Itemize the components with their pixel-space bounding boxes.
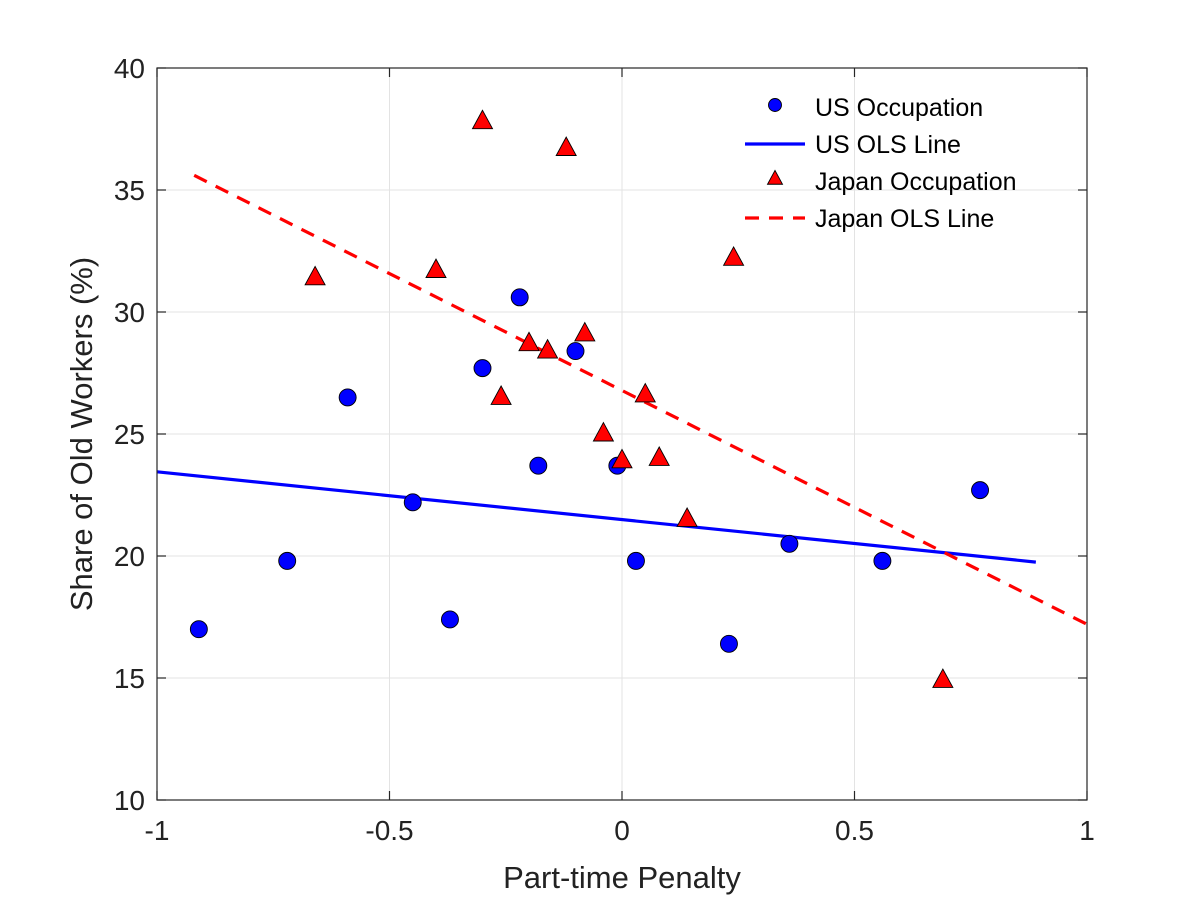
ols-lines [156,173,1088,626]
japan-point [304,265,326,286]
japan-point [574,321,596,342]
y-tick-label: 40 [114,53,145,84]
legend-label: US Occupation [815,94,983,122]
x-tick-label: -0.5 [365,815,413,846]
us-point [873,551,892,570]
us-point [529,456,548,475]
axis-ticks: -1 -0.5 0 0.5 1 10 15 20 25 30 35 40 [114,53,1095,846]
y-tick-label: 10 [114,785,145,816]
us-point [720,634,738,653]
japan-point [592,421,615,442]
legend-item-us-occupation: US Occupation [768,94,983,122]
japan-point [555,136,577,156]
us-point [338,388,357,407]
japan-point [518,331,540,352]
ols-line [156,470,1037,564]
y-tick-label: 30 [114,297,145,328]
legend: US Occupation US OLS Line Japan Occupati… [745,94,1017,233]
us-point [403,493,422,512]
data-points [189,109,989,688]
x-tick-label: 1 [1079,815,1095,846]
legend-item-japan-occupation: Japan Occupation [766,168,1017,196]
legend-item-us-ols-line: US OLS Line [745,131,961,159]
japan-point [471,109,494,130]
x-tick-label: -1 [145,815,170,846]
us-point [189,620,208,639]
us-point [278,551,297,570]
legend-label: US OLS Line [815,131,961,159]
japan-point [611,448,633,469]
japan-point [676,507,698,527]
us-point [780,534,799,553]
us-point [566,342,585,360]
legend-circle-swatch [768,98,782,112]
y-tick-label: 20 [114,541,145,572]
japan-point [490,385,512,405]
x-tick-label: 0.5 [835,815,874,846]
us-point [473,359,492,378]
legend-label: Japan OLS Line [815,205,994,233]
x-axis-label: Part-time Penalty [503,860,741,895]
x-tick-label: 0 [614,815,630,846]
legend-item-japan-ols-line: Japan OLS Line [745,205,994,233]
us-point [971,481,989,500]
japan-point [722,245,745,266]
us-point [510,288,529,307]
y-axis-label: Share of Old Workers (%) [64,257,99,611]
japan-point [932,668,954,688]
y-tick-label: 15 [114,663,145,694]
legend-label: Japan Occupation [815,168,1017,196]
us-point [627,551,645,570]
legend-triangle-swatch [766,169,784,185]
japan-point [536,338,559,359]
y-tick-label: 35 [114,175,145,206]
japan-point [648,446,670,466]
japan-point [425,258,447,278]
japan-point [634,382,657,403]
us-point [441,610,459,629]
y-tick-label: 25 [114,419,145,450]
